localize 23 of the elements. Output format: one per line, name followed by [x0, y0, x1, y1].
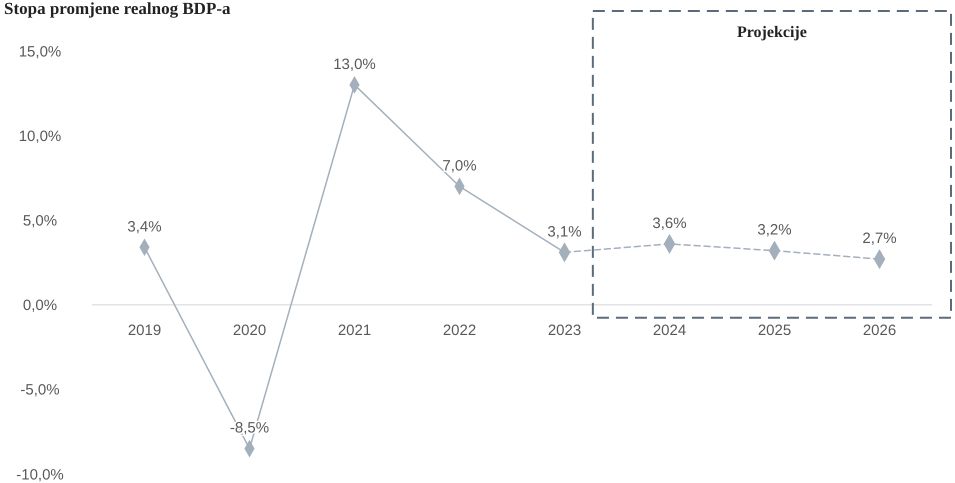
data-label: 2,7% — [862, 230, 897, 248]
x-tick-label: 2026 — [862, 322, 896, 339]
data-label: 7,0% — [442, 157, 477, 174]
x-tick-label: 2021 — [338, 322, 372, 339]
x-tick-label: 2024 — [652, 322, 686, 339]
chart-title: Stopa promjene realnog BDP-a — [4, 0, 232, 18]
x-tick-label: 2025 — [758, 322, 792, 339]
y-tick-label: 15,0% — [18, 43, 62, 60]
data-label: 3,6% — [652, 214, 687, 232]
y-tick-label: -5,0% — [20, 382, 60, 399]
text: Projekcije — [736, 24, 807, 41]
data-label: 3,2% — [757, 222, 792, 239]
y-tick-label: 0,0% — [22, 297, 58, 314]
data-label: 3,4% — [127, 218, 162, 236]
x-tick-label: 2022 — [442, 322, 476, 339]
data-label: 3,1% — [547, 223, 582, 240]
x-tick-label: 2023 — [548, 322, 582, 339]
y-tick-label: -10,0% — [16, 466, 64, 483]
y-tick-label: 10,0% — [18, 128, 62, 145]
y-tick-label: 5,0% — [22, 212, 58, 230]
x-tick-label: 2020 — [232, 322, 266, 339]
x-tick-label: 2019 — [128, 322, 162, 339]
data-label: 13,0% — [333, 56, 376, 73]
